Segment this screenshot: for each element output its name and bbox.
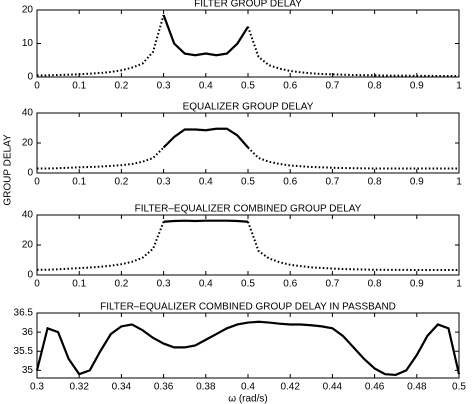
y-tick-label: 40 xyxy=(22,210,34,221)
y-tick-label: 10 xyxy=(22,38,34,49)
series-line xyxy=(37,14,459,77)
x-tick-label: 0.1 xyxy=(72,177,86,188)
x-axis-label: ω (rad/s) xyxy=(228,394,267,404)
x-tick-label: 0.5 xyxy=(241,279,255,290)
x-tick-label: 0.38 xyxy=(196,382,216,393)
x-tick-label: 0.7 xyxy=(325,279,339,290)
series-line xyxy=(162,14,249,57)
x-tick-label: 0.2 xyxy=(114,81,128,92)
x-tick-label: 0.1 xyxy=(72,279,86,290)
x-tick-label: 0 xyxy=(34,81,40,92)
x-tick-label: 0.1 xyxy=(72,81,86,92)
y-tick-label: 20 xyxy=(22,5,34,16)
plot-frame xyxy=(36,112,460,174)
y-tick-label: 0 xyxy=(27,168,33,179)
x-tick-label: 0.4 xyxy=(199,279,213,290)
x-tick-label: 0.3 xyxy=(157,81,171,92)
x-tick-label: 0.9 xyxy=(410,177,424,188)
x-tick-label: 0.32 xyxy=(69,382,89,393)
y-tick-label: 20 xyxy=(22,138,34,149)
subplot-title: FILTER–EQUALIZER COMBINED GROUP DELAY IN… xyxy=(100,302,396,313)
x-tick-label: 0.3 xyxy=(30,382,44,393)
x-tick-label: 0.36 xyxy=(154,382,174,393)
x-tick-label: 1 xyxy=(456,81,462,92)
y-tick-label: 0 xyxy=(27,72,33,83)
x-tick-label: 0.4 xyxy=(199,177,213,188)
x-tick-label: 0.5 xyxy=(241,177,255,188)
subplot-title: FILTER–EQUALIZER COMBINED GROUP DELAY xyxy=(135,204,362,215)
x-tick-label: 0.44 xyxy=(323,382,343,393)
x-tick-label: 0 xyxy=(34,279,40,290)
plot-frame xyxy=(36,9,460,78)
y-tick-label: 40 xyxy=(22,108,34,119)
y-tick-label: 35.5 xyxy=(14,346,34,357)
x-tick-label: 0.5 xyxy=(241,81,255,92)
x-tick-label: 0.4 xyxy=(199,81,213,92)
x-tick-label: 0.3 xyxy=(157,177,171,188)
x-tick-label: 0.7 xyxy=(325,81,339,92)
series-line xyxy=(163,219,249,223)
x-tick-label: 0 xyxy=(34,177,40,188)
x-tick-label: 0.8 xyxy=(368,81,382,92)
subplot-title: FILTER GROUP DELAY xyxy=(194,0,302,10)
y-tick-label: 35 xyxy=(22,365,34,376)
y-tick-label: 0 xyxy=(27,270,33,281)
x-tick-label: 0.6 xyxy=(283,177,297,188)
x-tick-label: 1 xyxy=(456,279,462,290)
x-tick-label: 0.9 xyxy=(410,279,424,290)
x-tick-label: 1 xyxy=(456,177,462,188)
x-tick-label: 0.34 xyxy=(112,382,132,393)
x-tick-label: 0.9 xyxy=(410,81,424,92)
plot-frame xyxy=(36,214,460,276)
series-line xyxy=(35,320,461,377)
y-tick-label: 20 xyxy=(22,240,34,251)
x-tick-label: 0.3 xyxy=(157,279,171,290)
x-tick-label: 0.48 xyxy=(407,382,427,393)
x-tick-label: 0.42 xyxy=(280,382,300,393)
x-tick-label: 0.8 xyxy=(368,177,382,188)
y-axis-label: GROUP DELAY xyxy=(3,134,14,206)
series-line xyxy=(37,146,459,170)
y-tick-label: 36.5 xyxy=(14,308,34,319)
series-line xyxy=(162,127,249,149)
x-tick-label: 0.5 xyxy=(452,382,466,393)
x-tick-label: 0.6 xyxy=(283,81,297,92)
x-tick-label: 0.6 xyxy=(283,279,297,290)
x-tick-label: 0.8 xyxy=(368,279,382,290)
series-line xyxy=(37,221,459,272)
x-tick-label: 0.46 xyxy=(365,382,385,393)
y-tick-label: 36 xyxy=(22,327,34,338)
x-tick-label: 0.4 xyxy=(241,382,255,393)
subplot-title: EQUALIZER GROUP DELAY xyxy=(183,102,314,113)
x-tick-label: 0.2 xyxy=(114,177,128,188)
x-tick-label: 0.7 xyxy=(325,177,339,188)
x-tick-label: 0.2 xyxy=(114,279,128,290)
